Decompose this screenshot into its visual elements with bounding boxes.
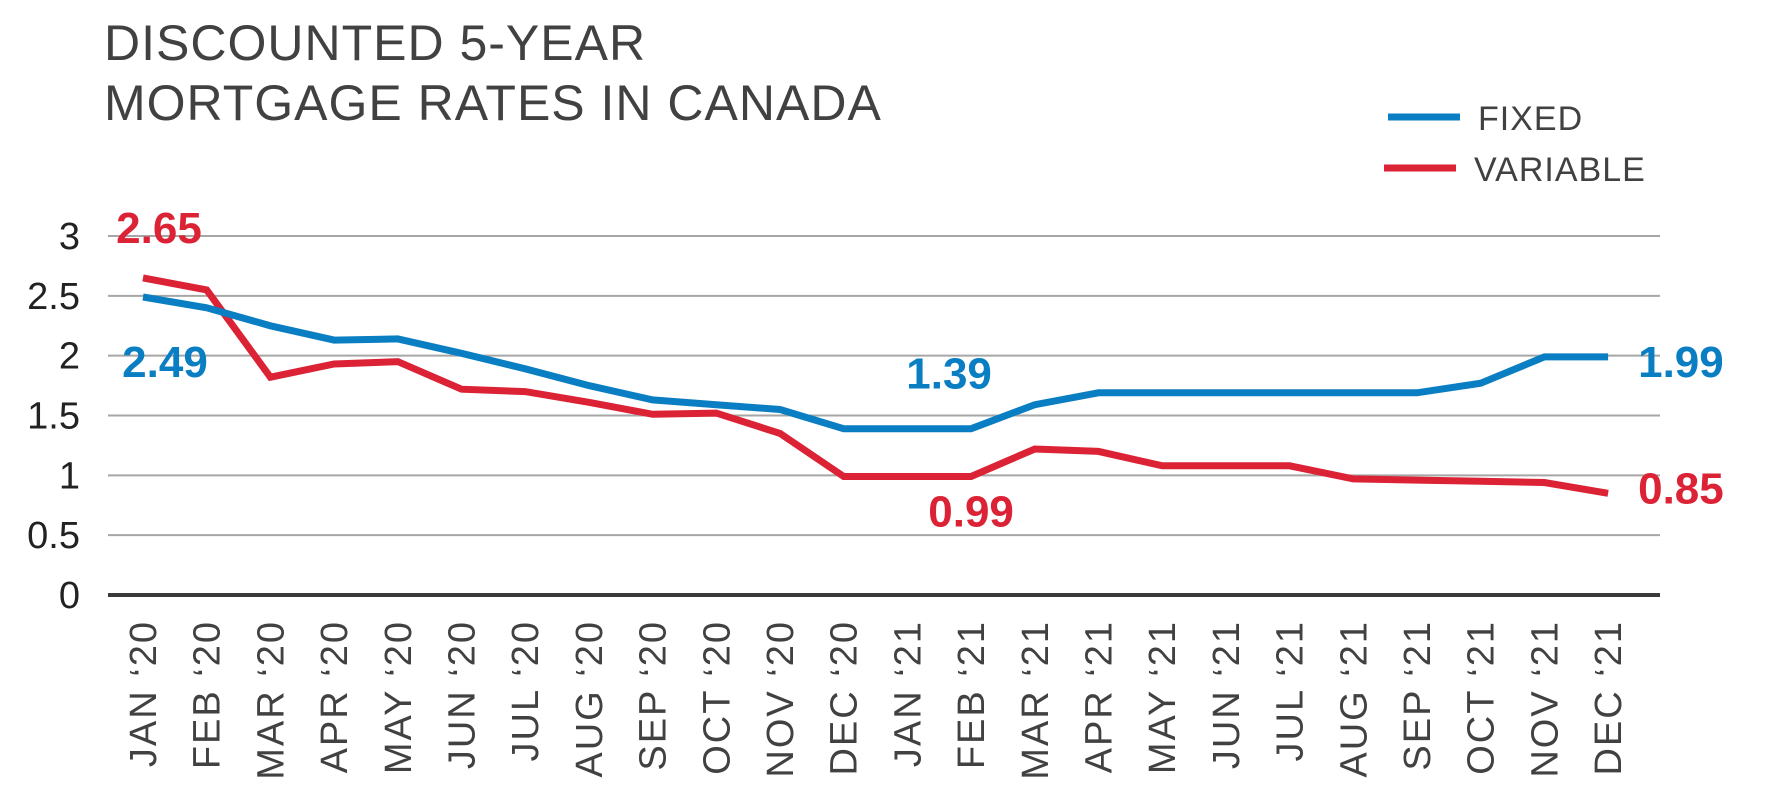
y-axis-ticks: 0 0.5 1 1.5 2 2.5 3 (27, 216, 80, 617)
data-annotations: 2.65 2.49 1.39 0.99 1.99 0.85 (116, 204, 1724, 537)
data-label-fixed: 1.99 (1638, 338, 1724, 387)
legend: FIXED VARIABLE (1384, 100, 1646, 189)
x-tick-label: DEC ‘21 (1588, 620, 1630, 776)
x-tick-label: JAN ‘21 (887, 620, 929, 767)
x-tick-label: AUG ‘20 (569, 620, 611, 778)
legend-item-fixed: FIXED (1388, 100, 1583, 138)
x-tick-label: MAR ‘21 (1015, 620, 1057, 780)
x-tick-label: OCT ‘21 (1461, 620, 1503, 775)
x-tick-label: MAY ‘20 (378, 620, 420, 774)
series-line-fixed (142, 293, 1609, 433)
legend-label-variable: VARIABLE (1474, 151, 1646, 189)
x-tick-label: MAR ‘20 (250, 620, 292, 780)
x-tick-label: OCT ‘20 (696, 620, 738, 775)
y-tick-label: 3 (59, 216, 80, 258)
y-tick-label: 1.5 (27, 396, 80, 438)
x-tick-label: MAY ‘21 (1142, 620, 1184, 774)
x-tick-label: JUN ‘21 (1206, 620, 1248, 769)
legend-label-fixed: FIXED (1478, 100, 1583, 138)
x-axis-ticks: JAN ‘20 FEB ‘20 MAR ‘20 APR ‘20 MAY ‘20 JUN ‘… (123, 620, 1630, 780)
grid-lines (108, 235, 1660, 597)
y-tick-label: 2 (59, 336, 80, 378)
x-tick-label: AUG ‘21 (1333, 620, 1375, 778)
x-tick-label: JAN ‘20 (123, 620, 165, 767)
x-tick-label: APR ‘20 (314, 620, 356, 773)
chart-title-line-2: MORTGAGE RATES IN CANADA (104, 75, 882, 131)
data-label-fixed: 2.49 (122, 338, 208, 387)
x-tick-label: FEB ‘21 (951, 620, 993, 769)
chart-title: DISCOUNTED 5-YEAR MORTGAGE RATES IN CANA… (104, 15, 882, 131)
data-label-fixed: 1.39 (906, 350, 992, 399)
x-tick-label: SEP ‘20 (633, 620, 675, 771)
data-label-variable: 2.65 (116, 204, 202, 253)
series-line-variable (142, 274, 1609, 497)
y-tick-label: 2.5 (27, 276, 80, 318)
chart-title-line-1: DISCOUNTED 5-YEAR (104, 15, 646, 71)
y-tick-label: 1 (59, 455, 80, 497)
x-tick-label: JUN ‘20 (442, 620, 484, 769)
x-tick-label: JUL ‘20 (505, 620, 547, 761)
y-tick-label: 0.5 (27, 515, 80, 557)
series-lines (142, 274, 1609, 497)
x-tick-label: NOV ‘21 (1524, 620, 1566, 778)
x-tick-label: DEC ‘20 (824, 620, 866, 776)
legend-item-variable: VARIABLE (1384, 151, 1646, 189)
x-tick-label: FEB ‘20 (187, 620, 229, 769)
y-tick-label: 0 (59, 575, 80, 617)
x-tick-label: NOV ‘20 (760, 620, 802, 778)
data-label-variable: 0.99 (928, 488, 1014, 537)
x-tick-label: SEP ‘21 (1397, 620, 1439, 771)
x-tick-label: JUL ‘21 (1270, 620, 1312, 761)
x-tick-label: APR ‘21 (1079, 620, 1121, 773)
data-label-variable: 0.85 (1638, 464, 1724, 513)
